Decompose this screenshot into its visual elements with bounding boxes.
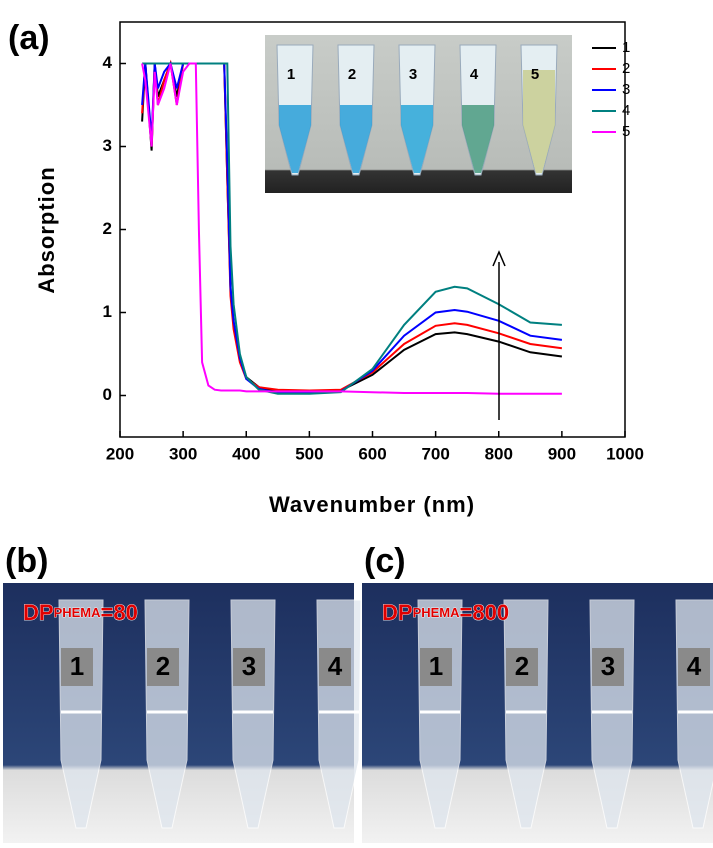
dp-label: DPPHEMA=80 xyxy=(23,600,138,625)
tube-label: 4 xyxy=(687,651,702,681)
tube-liquid xyxy=(523,70,555,173)
legend-label: 1 xyxy=(622,39,630,56)
tube-label: 3 xyxy=(601,651,615,681)
tube-liquid xyxy=(340,105,372,173)
series-line xyxy=(142,62,562,395)
tube-liquid xyxy=(279,105,311,173)
x-tick-label: 900 xyxy=(548,444,576,463)
y-tick-label: 2 xyxy=(103,219,112,238)
y-axis-label: Absorption xyxy=(34,166,59,293)
panel-label: (a) xyxy=(8,19,50,57)
inset-photo: 1 2 3 4 5 xyxy=(265,35,572,193)
x-tick-label: 700 xyxy=(421,444,449,463)
panel-label: (c) xyxy=(364,542,406,580)
tube-tag xyxy=(592,648,624,686)
y-tick-label: 1 xyxy=(103,302,112,321)
dp-part: =800 xyxy=(460,600,510,625)
tube-tag xyxy=(678,648,710,686)
legend-label: 5 xyxy=(622,123,630,140)
inset-label: 2 xyxy=(348,66,356,83)
tube-label: 4 xyxy=(328,651,343,681)
tube-tag xyxy=(147,648,179,686)
tube-label: 2 xyxy=(156,651,170,681)
tube-label: 2 xyxy=(515,651,529,681)
inset-label: 1 xyxy=(287,66,295,83)
dp-part: PHEMA xyxy=(413,605,461,620)
tube-liquid xyxy=(401,105,433,173)
inset-label: 3 xyxy=(409,66,417,83)
tube-label: 1 xyxy=(429,651,443,681)
x-tick-label: 1000 xyxy=(606,444,644,463)
dp-part: DP xyxy=(382,600,413,625)
legend-label: 2 xyxy=(622,60,630,77)
dp-part: DP xyxy=(23,600,54,625)
tube-tag xyxy=(420,648,452,686)
dp-part: =80 xyxy=(101,600,138,625)
y-tick-label: 0 xyxy=(103,385,112,404)
legend-label: 4 xyxy=(622,102,630,119)
inset-label: 4 xyxy=(470,66,479,83)
arrow-head xyxy=(492,250,506,267)
y-tick-label: 3 xyxy=(103,136,112,155)
tube-tag xyxy=(61,648,93,686)
x-tick-label: 600 xyxy=(358,444,386,463)
series-line xyxy=(141,62,562,395)
tube-label: 3 xyxy=(242,651,256,681)
series-line xyxy=(141,61,563,394)
tube-tag xyxy=(319,648,351,686)
panel-label: (b) xyxy=(5,542,48,580)
inset-label: 5 xyxy=(531,66,539,83)
dp-label: DPPHEMA=800 xyxy=(382,600,509,625)
x-tick-label: 800 xyxy=(485,444,513,463)
x-tick-label: 400 xyxy=(232,444,260,463)
x-axis-label: Wavenumber (nm) xyxy=(269,492,475,517)
x-tick-label: 500 xyxy=(295,444,323,463)
legend-label: 3 xyxy=(622,81,630,98)
dp-part: PHEMA xyxy=(54,605,102,620)
x-tick-label: 200 xyxy=(106,444,134,463)
y-tick-label: 4 xyxy=(103,53,113,72)
tube-tag xyxy=(506,648,538,686)
tube-tag xyxy=(233,648,265,686)
x-tick-label: 300 xyxy=(169,444,197,463)
tube-liquid xyxy=(462,105,494,173)
tube-label: 1 xyxy=(70,651,84,681)
